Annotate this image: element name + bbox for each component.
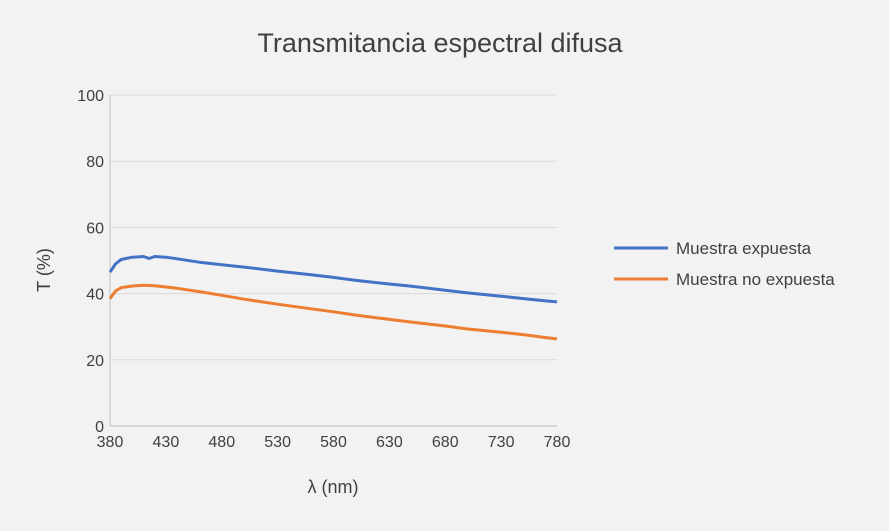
- x-axis-label: λ (nm): [308, 477, 359, 497]
- y-tick-label: 40: [86, 287, 104, 304]
- x-tick-label: 530: [264, 434, 291, 451]
- y-tick-label: 0: [95, 419, 104, 436]
- series-lines: [108, 255, 558, 341]
- axes: [109, 95, 557, 427]
- legend-label-2: Muestra no expuesta: [676, 270, 835, 289]
- chart-title: Transmitancia espectral difusa: [257, 28, 623, 58]
- tick-labels: 0 20 40 60 80 100 380 430 480 530 580 630 680 730 780: [77, 88, 570, 451]
- x-tick-label: 780: [544, 434, 571, 451]
- y-tick-label: 20: [86, 353, 104, 370]
- x-tick-label: 380: [97, 434, 124, 451]
- x-tick-label: 630: [376, 434, 403, 451]
- x-tick-label: 580: [320, 434, 347, 451]
- x-tick-label: 430: [153, 434, 180, 451]
- legend-label-1: Muestra expuesta: [676, 239, 812, 258]
- x-tick-label: 730: [488, 434, 515, 451]
- y-tick-label: 80: [86, 154, 104, 171]
- y-tick-label: 100: [77, 88, 104, 105]
- series-line-2: [108, 283, 558, 341]
- x-tick-label: 680: [432, 434, 459, 451]
- legend: Muestra expuesta Muestra no expuesta: [614, 239, 835, 289]
- x-tick-label: 480: [208, 434, 235, 451]
- y-axis-label: T (%): [34, 248, 54, 292]
- y-tick-label: 60: [86, 220, 104, 237]
- series-line-1: [108, 255, 558, 304]
